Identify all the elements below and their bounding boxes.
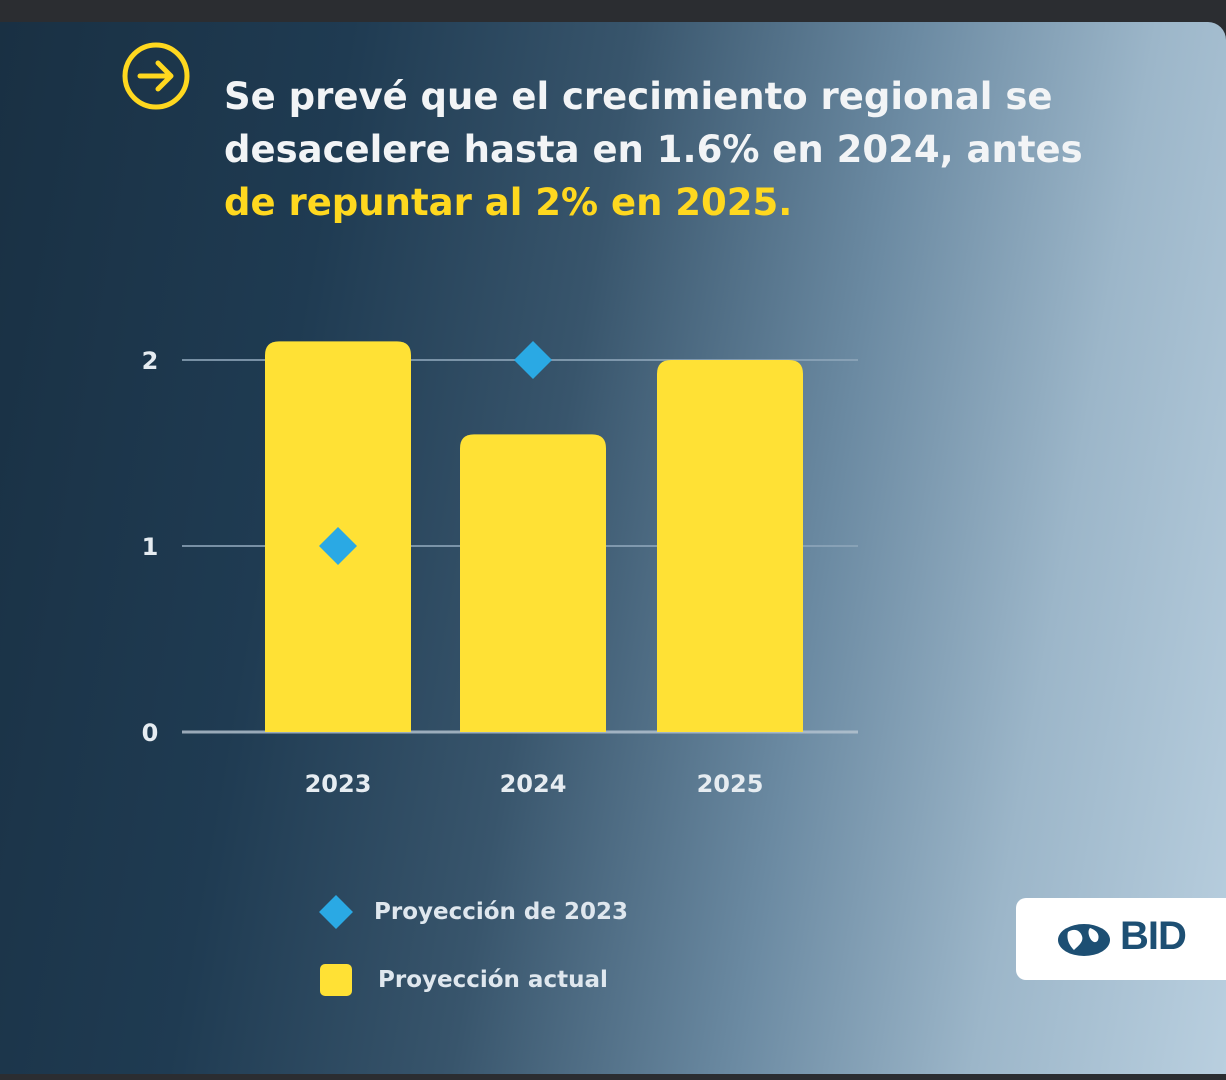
legend-item-projection-2023: Proyección de 2023 <box>310 892 628 932</box>
diamond-marker-icon <box>319 895 353 929</box>
infographic-card: Se prevé que el crecimiento regional se … <box>0 22 1226 1074</box>
logo-text: BID <box>1120 914 1187 958</box>
legend-label-projection-2023: Proyección de 2023 <box>374 899 629 925</box>
bar-chart: 0 1 2 2023 2024 2025 <box>142 341 858 798</box>
y-tick-label-1: 1 <box>142 533 159 561</box>
legend-item-current-projection: Proyección actual <box>310 960 608 1000</box>
headline: Se prevé que el crecimiento regional se … <box>224 70 1124 229</box>
bar-swatch-icon <box>320 964 352 996</box>
bar-2025 <box>657 360 803 732</box>
headline-highlight: de repuntar al 2% en 2025. <box>224 181 793 224</box>
headline-line-1: Se prevé que el crecimiento regional se <box>224 75 1053 118</box>
y-tick-label-2: 2 <box>142 347 159 375</box>
arrow-right-circle-icon <box>122 42 190 110</box>
bid-logo: BID <box>1016 898 1226 980</box>
headline-line-2: desacelere hasta en 1.6% en 2024, antes <box>224 128 1083 171</box>
legend-label-current-projection: Proyección actual <box>378 967 608 993</box>
x-tick-label-2025: 2025 <box>697 770 764 798</box>
x-tick-label-2023: 2023 <box>305 770 372 798</box>
marker-projection-2023-2023 <box>319 527 357 565</box>
globe-logo-icon <box>1058 924 1110 956</box>
y-tick-label-0: 0 <box>142 719 159 747</box>
marker-projection-2023-2024 <box>514 341 552 379</box>
x-tick-label-2024: 2024 <box>500 770 567 798</box>
bar-2024 <box>460 434 606 732</box>
